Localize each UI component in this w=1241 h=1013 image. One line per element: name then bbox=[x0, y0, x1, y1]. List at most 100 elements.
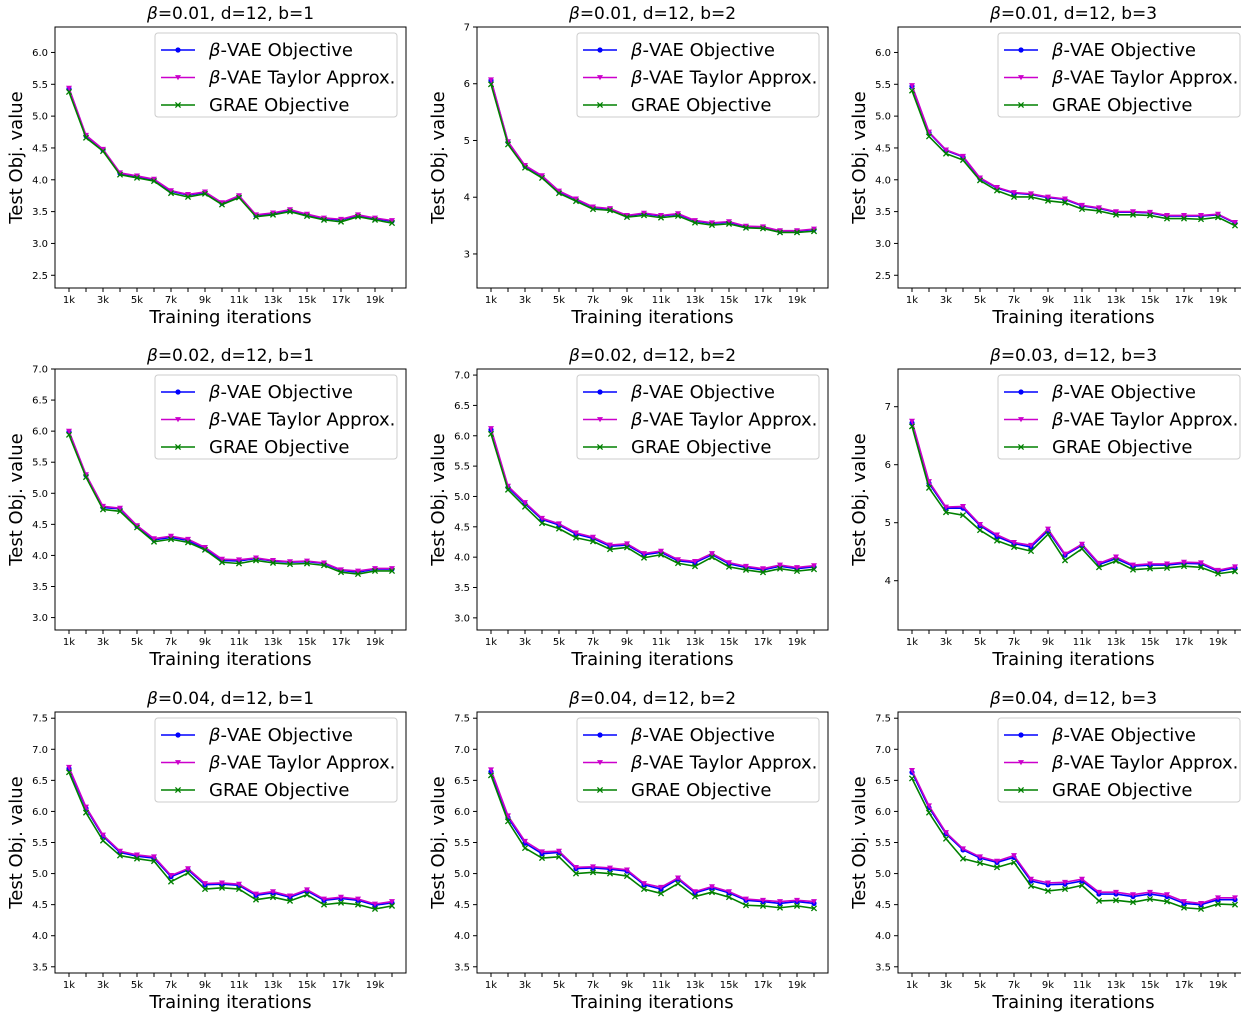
y-tick-label: 7.5 bbox=[454, 714, 470, 725]
legend-label-rest: -VAE Taylor Approx. bbox=[643, 753, 818, 774]
series-line bbox=[911, 771, 1235, 906]
series-line bbox=[68, 430, 392, 572]
beta-symbol: β bbox=[1051, 753, 1064, 774]
data-point bbox=[606, 546, 614, 553]
data-point bbox=[388, 902, 396, 909]
y-tick-label: 2.5 bbox=[875, 271, 891, 282]
data-point bbox=[337, 569, 345, 576]
x-tick-label: 7k bbox=[587, 295, 599, 306]
data-point bbox=[674, 212, 682, 220]
subplot-title: β=0.02, d=12, b=2 bbox=[568, 346, 736, 366]
data-point bbox=[1130, 209, 1136, 215]
data-point bbox=[925, 809, 933, 816]
x-tick-label: 7k bbox=[1008, 295, 1020, 306]
data-point bbox=[539, 515, 545, 522]
beta-symbol: β bbox=[989, 689, 1001, 709]
x-tick-label: 3k bbox=[97, 980, 109, 991]
data-point bbox=[725, 563, 733, 570]
y-tick-label: 4.0 bbox=[32, 931, 48, 942]
y-tick-label: 5.5 bbox=[875, 80, 891, 91]
y-axis-label: Test Obj. value bbox=[428, 776, 449, 909]
legend-marker bbox=[1018, 75, 1024, 81]
y-tick-label: 3 bbox=[464, 249, 470, 260]
legend-label-rest: -VAE Objective bbox=[221, 382, 353, 403]
data-point bbox=[1096, 889, 1102, 896]
data-point bbox=[116, 508, 124, 515]
beta-symbol: β bbox=[208, 753, 221, 774]
beta-symbol: β bbox=[1051, 382, 1064, 403]
x-tick-label: 5k bbox=[974, 637, 986, 648]
data-point bbox=[65, 431, 73, 438]
legend-label: β-VAE Taylor Approx. bbox=[1051, 753, 1238, 774]
y-tick-label: 4.0 bbox=[32, 175, 48, 186]
data-point bbox=[1010, 193, 1018, 201]
data-point bbox=[66, 764, 72, 771]
y-axis-label: Test Obj. value bbox=[849, 433, 870, 566]
data-point bbox=[943, 504, 949, 510]
data-point bbox=[908, 87, 916, 94]
data-point bbox=[742, 902, 750, 909]
x-tick-label: 15k bbox=[298, 637, 317, 648]
data-point bbox=[590, 534, 596, 540]
data-point bbox=[1045, 526, 1051, 532]
data-point bbox=[151, 536, 157, 542]
title-rest: =0.01, d=12, b=2 bbox=[580, 4, 736, 24]
data-point bbox=[1028, 191, 1034, 197]
x-tick-label: 11k bbox=[652, 295, 671, 306]
series-line bbox=[68, 766, 393, 905]
y-tick-label: 3.0 bbox=[32, 239, 48, 250]
data-point bbox=[1113, 209, 1119, 215]
y-tick-label: 5.5 bbox=[32, 458, 48, 469]
data-point bbox=[589, 538, 597, 545]
data-point bbox=[505, 813, 511, 819]
data-point bbox=[976, 177, 984, 184]
x-tick-label: 19k bbox=[1209, 637, 1228, 648]
data-point bbox=[994, 185, 1000, 191]
data-point bbox=[320, 216, 328, 223]
y-axis-label: Test Obj. value bbox=[6, 433, 27, 566]
series-2 bbox=[488, 426, 817, 572]
data-point bbox=[236, 881, 242, 887]
y-tick-label: 5.5 bbox=[875, 838, 891, 849]
beta-symbol: β bbox=[1051, 40, 1064, 61]
data-point bbox=[811, 563, 817, 569]
x-tick-label: 11k bbox=[230, 637, 249, 648]
data-point bbox=[1130, 562, 1136, 568]
series-3 bbox=[487, 772, 818, 912]
legend-box bbox=[154, 717, 398, 803]
data-point bbox=[1215, 211, 1221, 217]
x-tick-label: 9k bbox=[199, 637, 211, 648]
x-tick-label: 3k bbox=[940, 637, 952, 648]
data-point bbox=[99, 837, 107, 844]
data-point bbox=[658, 212, 664, 219]
data-point bbox=[1095, 207, 1103, 215]
data-point bbox=[1112, 211, 1120, 218]
subplot-title: β=0.01, d=12, b=1 bbox=[146, 4, 314, 24]
series-line bbox=[911, 420, 1236, 572]
data-point bbox=[338, 567, 344, 573]
data-point bbox=[389, 566, 395, 572]
data-point bbox=[1061, 557, 1069, 564]
data-point bbox=[1130, 892, 1136, 898]
data-point bbox=[184, 869, 192, 877]
x-tick-label: 19k bbox=[366, 295, 385, 306]
subplot-title: β=0.01, d=12, b=3 bbox=[989, 4, 1157, 24]
beta-symbol: β bbox=[568, 4, 580, 24]
data-point bbox=[572, 870, 580, 877]
data-point bbox=[100, 146, 106, 153]
data-point bbox=[760, 897, 766, 904]
data-point bbox=[1112, 897, 1120, 904]
data-point bbox=[202, 881, 208, 887]
data-point bbox=[994, 858, 1000, 864]
data-point bbox=[235, 886, 243, 893]
data-point bbox=[1214, 900, 1222, 908]
legend-label: GRAE Objective bbox=[631, 95, 771, 116]
data-point bbox=[388, 220, 396, 227]
data-point bbox=[389, 218, 395, 224]
data-point bbox=[925, 133, 933, 140]
data-point bbox=[1028, 542, 1034, 549]
data-point bbox=[371, 905, 379, 913]
legend-marker bbox=[1018, 389, 1024, 395]
x-tick-label: 9k bbox=[1042, 980, 1054, 991]
y-tick-label: 4 bbox=[464, 193, 470, 204]
